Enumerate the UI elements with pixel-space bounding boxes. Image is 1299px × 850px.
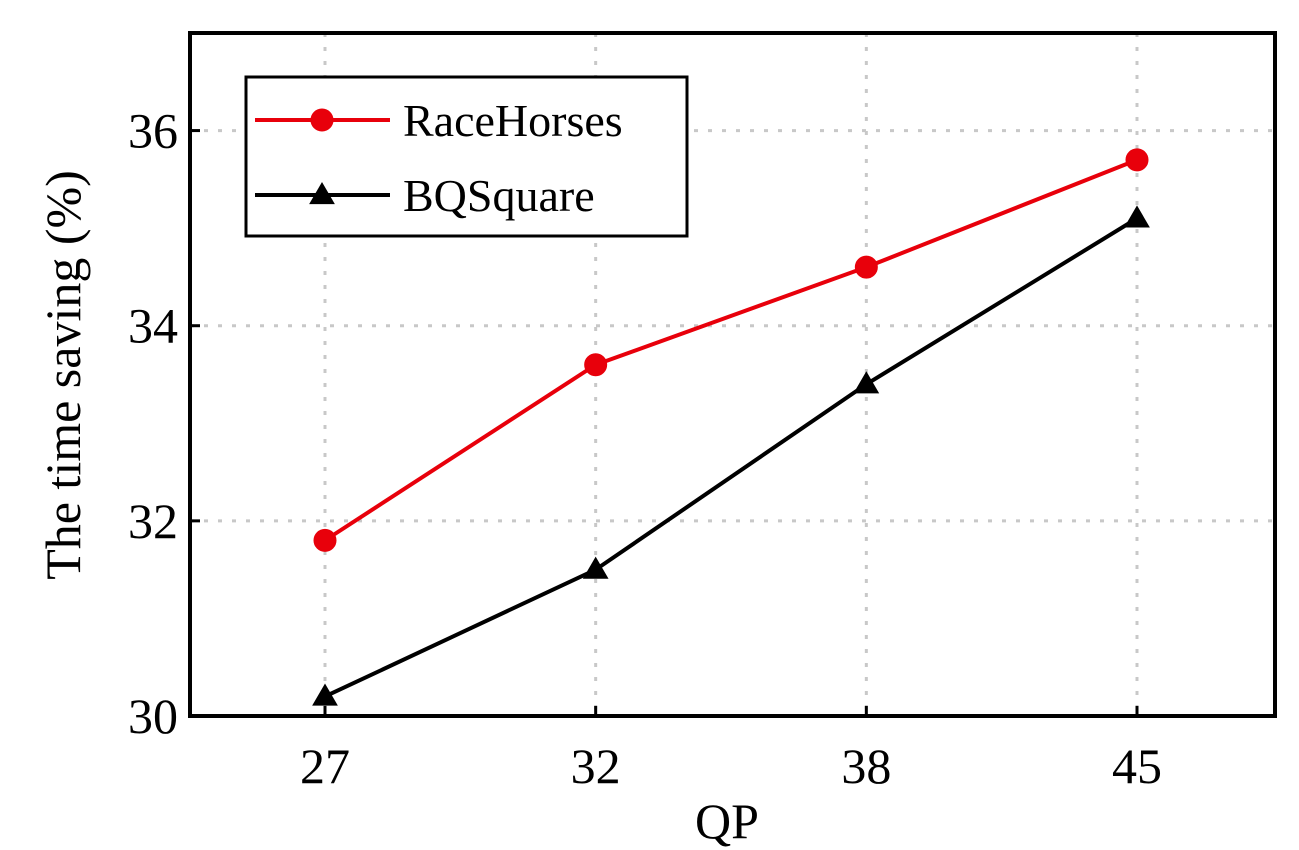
y-tick-label: 32 [128, 493, 178, 549]
legend-label-bqsquare: BQSquare [403, 170, 595, 221]
series-layer [312, 148, 1150, 706]
data-point-racehorses [1125, 148, 1149, 172]
legend-marker-bqsquare [309, 182, 335, 205]
data-point-bqsquare [853, 371, 880, 394]
plot-frame [188, 31, 1277, 718]
y-tick-label: 36 [128, 103, 178, 159]
data-point-bqsquare [582, 556, 609, 579]
legend: RaceHorses BQSquare [244, 75, 689, 238]
axis-ticks: 27 32 38 45 30 32 34 36 [128, 103, 1162, 794]
legend-label-racehorses: RaceHorses [403, 95, 623, 146]
x-tick-label: 32 [571, 738, 621, 794]
data-point-racehorses [313, 528, 337, 552]
data-point-racehorses [854, 255, 878, 279]
legend-marker-racehorses [310, 108, 334, 132]
plot-border [188, 31, 1277, 718]
data-point-bqsquare [312, 683, 338, 706]
x-tick-label: 38 [841, 738, 891, 794]
y-tick-label: 34 [128, 298, 178, 354]
data-point-racehorses [584, 353, 608, 377]
x-tick-label: 45 [1112, 738, 1162, 794]
legend-box [244, 75, 689, 238]
series-line-bqsquare [324, 216, 1139, 699]
data-point-bqsquare [1124, 205, 1150, 228]
x-axis-label: QP [695, 793, 759, 849]
y-tick-label: 30 [128, 688, 178, 744]
x-tick-label: 27 [300, 738, 350, 794]
y-axis-label: The time saving (%) [35, 170, 91, 580]
series-line-racehorses [323, 157, 1138, 543]
